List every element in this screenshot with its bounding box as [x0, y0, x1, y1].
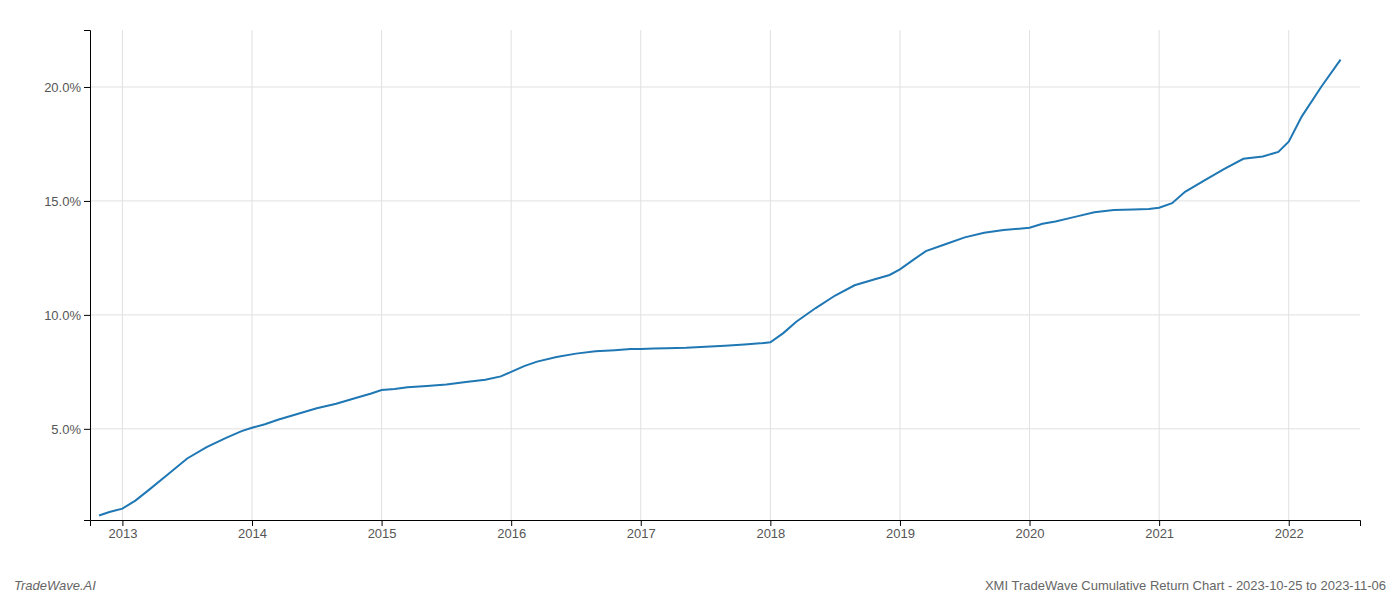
x-tick-label: 2020	[1016, 526, 1045, 541]
grid-line-x	[511, 30, 512, 520]
y-tick: 10.0%	[44, 308, 90, 323]
grid-line-x	[251, 30, 252, 520]
x-tick: 2016	[497, 520, 526, 541]
x-tick-label: 2014	[238, 526, 267, 541]
y-tick: 15.0%	[44, 194, 90, 209]
grid-line-y	[90, 314, 1360, 315]
title: XMI TradeWave Cumulative Return Chart - …	[985, 578, 1386, 593]
x-tick-label: 2019	[886, 526, 915, 541]
x-tick: 2022	[1275, 520, 1304, 541]
y-tick-label: 10.0%	[44, 308, 81, 323]
x-tick-label: 2022	[1275, 526, 1304, 541]
marks	[99, 60, 1340, 516]
x-tick: 2020	[1016, 520, 1045, 541]
grid	[90, 30, 1360, 520]
grid-line-x	[640, 30, 641, 520]
watermark: TradeWave.AI	[14, 578, 96, 593]
x-axis-line	[91, 521, 1361, 527]
grid-line-y	[90, 86, 1360, 87]
grid-line-x	[899, 30, 900, 520]
x-tick-label: 2021	[1145, 526, 1174, 541]
x-tick: 2019	[886, 520, 915, 541]
y-tick-label: 5.0%	[51, 421, 81, 436]
x-tick-label: 2015	[368, 526, 397, 541]
y-tick: 20.0%	[44, 80, 90, 95]
y-axis-line	[84, 31, 91, 521]
grid-line-x	[1288, 30, 1289, 520]
y-axis: 5.0% 10.0% 15.0% 20.0%	[44, 31, 90, 521]
x-tick-mark	[1159, 520, 1160, 526]
x-tick: 2015	[368, 520, 397, 541]
grid-line-x	[122, 30, 123, 520]
x-tick-mark	[770, 520, 771, 526]
plot-area: 2013 2014 2015 2016 2017 2018 2019 2020 2021 2022…	[44, 30, 1360, 541]
x-tick-label: 2013	[108, 526, 137, 541]
x-tick-mark	[252, 520, 253, 526]
x-tick-label: 2017	[627, 526, 656, 541]
x-tick-mark	[641, 520, 642, 526]
x-tick: 2013	[108, 520, 137, 541]
x-axis: 2013 2014 2015 2016 2017 2018 2019 2020 2021 2022	[91, 520, 1361, 541]
y-tick-label: 20.0%	[44, 80, 81, 95]
grid-line-x	[381, 30, 382, 520]
x-tick-mark	[1289, 520, 1290, 526]
grid-line-y	[90, 200, 1360, 201]
x-tick: 2014	[238, 520, 267, 541]
grid-line-x	[1159, 30, 1160, 520]
y-tick: 5.0%	[51, 421, 90, 436]
grid-line-x	[1029, 30, 1030, 520]
y-tick-mark	[84, 429, 90, 430]
x-tick-mark	[122, 520, 123, 526]
x-tick-mark	[900, 520, 901, 526]
grid-line-x	[770, 30, 771, 520]
y-tick-label: 15.0%	[44, 194, 81, 209]
x-tick-label: 2018	[756, 526, 785, 541]
x-tick: 2021	[1145, 520, 1174, 541]
x-tick-mark	[511, 520, 512, 526]
line	[99, 60, 1340, 516]
y-tick-mark	[84, 315, 90, 316]
x-tick: 2017	[627, 520, 656, 541]
chart: 2013 2014 2015 2016 2017 2018 2019 2020 2021 2022…	[0, 0, 1400, 600]
y-tick-mark	[84, 87, 90, 88]
x-tick: 2018	[756, 520, 785, 541]
x-tick-mark	[1030, 520, 1031, 526]
x-tick-label: 2016	[497, 526, 526, 541]
grid-line-y	[90, 428, 1360, 429]
y-tick-mark	[84, 201, 90, 202]
x-tick-mark	[382, 520, 383, 526]
